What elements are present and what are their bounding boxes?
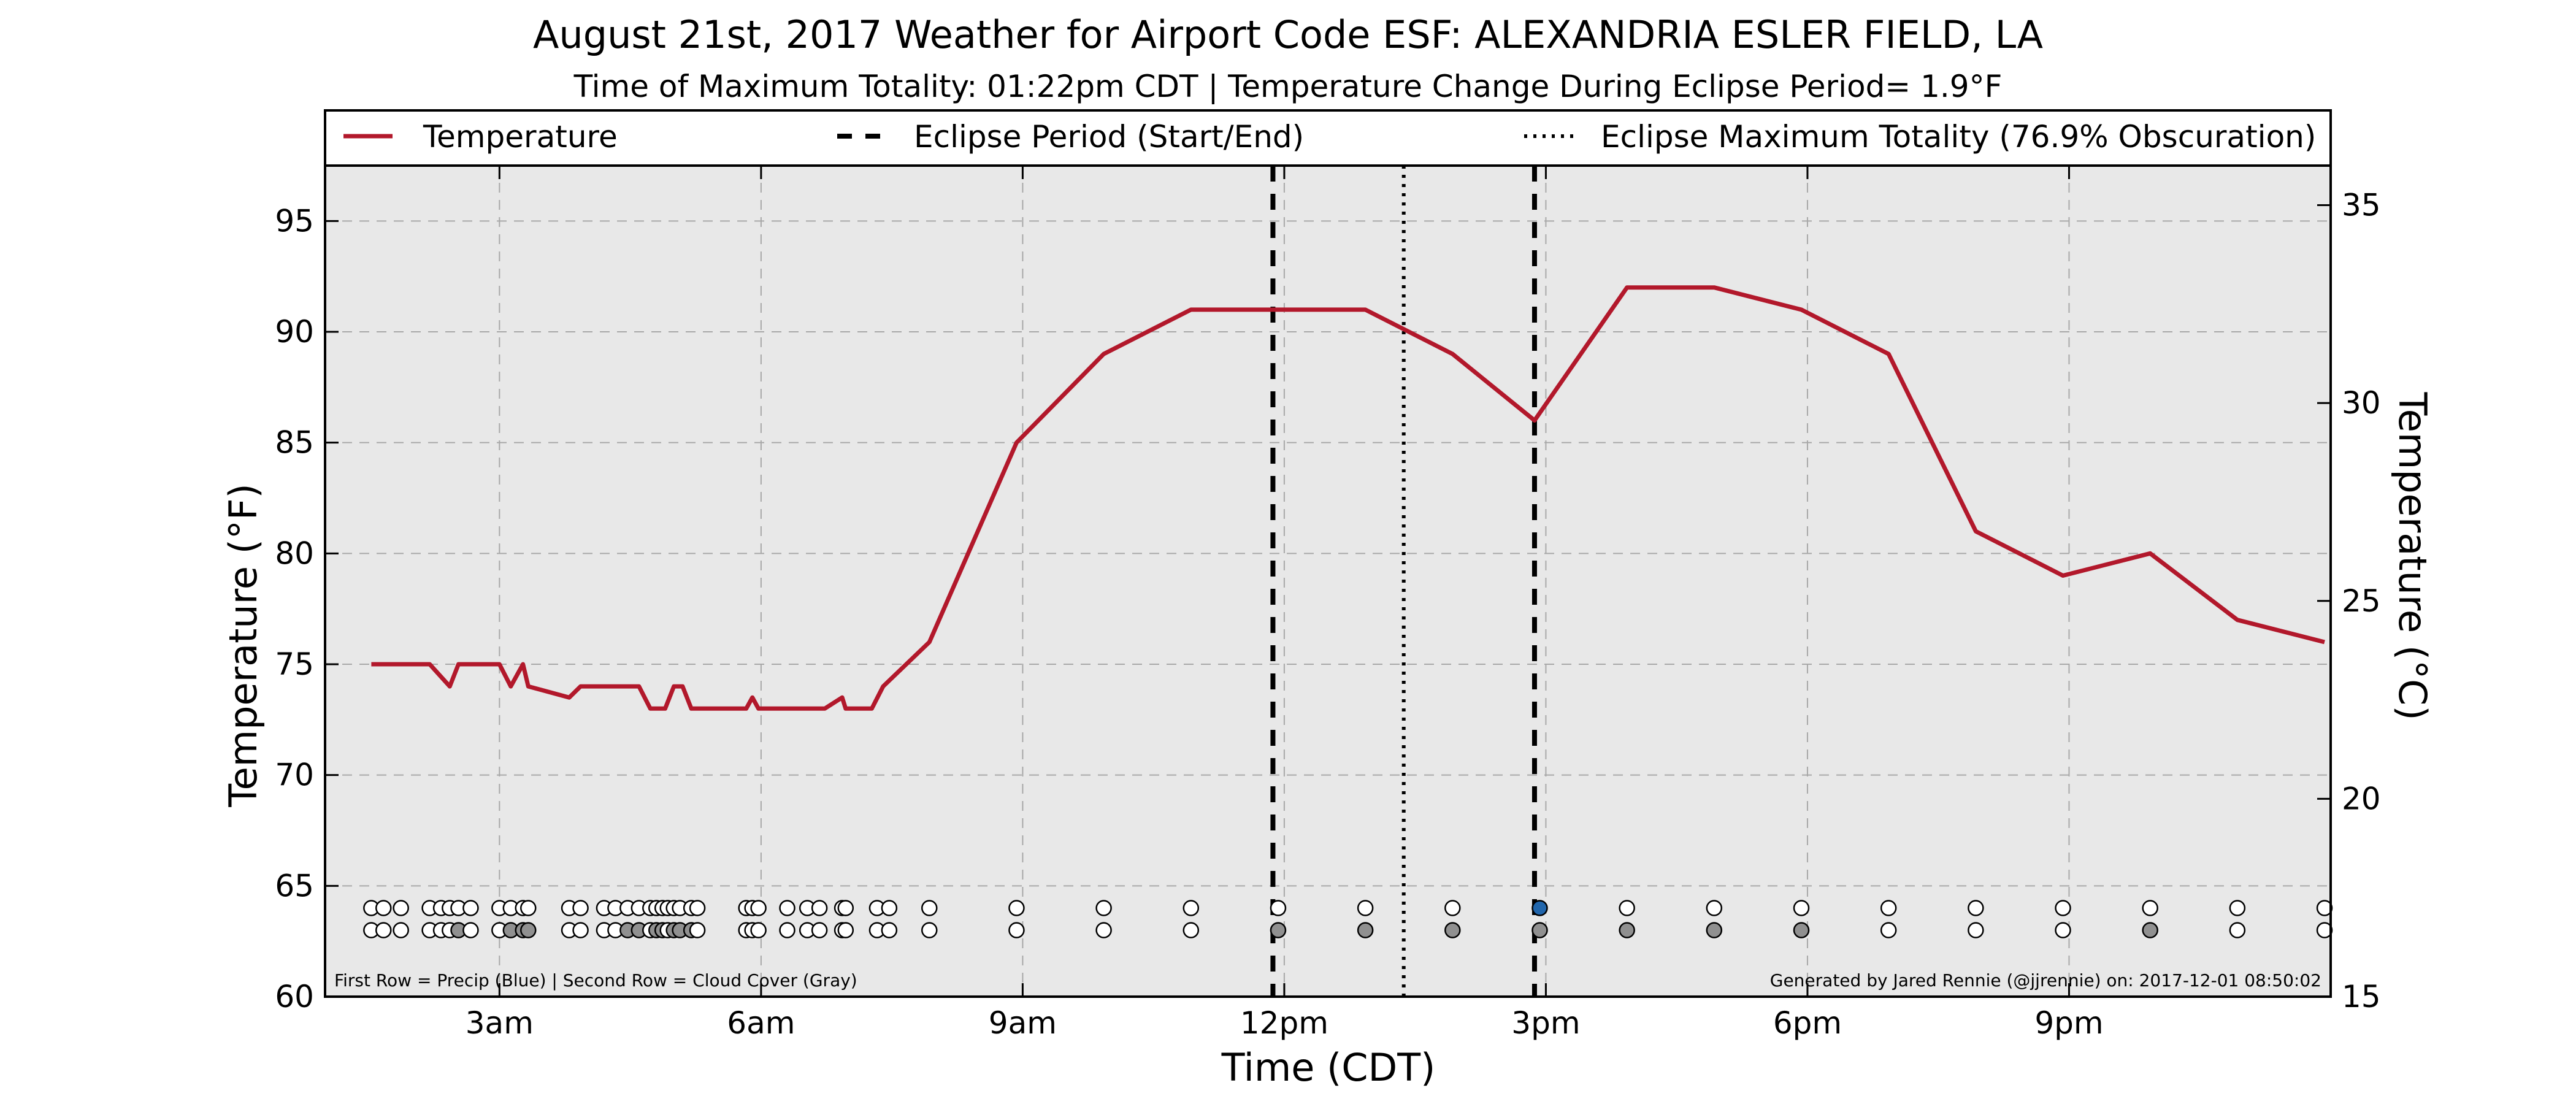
x-tick-label: 3am (466, 1005, 534, 1041)
precip-marker (1270, 900, 1287, 916)
legend-label-temperature: Temperature (423, 119, 618, 155)
precip-marker (375, 900, 392, 916)
observation-markers (363, 900, 2333, 938)
precip-marker (1008, 900, 1025, 916)
precip-marker (1619, 900, 1635, 916)
chart-subtitle: Time of Maximum Totality: 01:22pm CDT | … (573, 69, 2003, 104)
y-axis-left: 60 65 70 75 80 85 90 95 (275, 203, 339, 1014)
rows-note: First Row = Precip (Blue) | Second Row =… (334, 970, 857, 991)
y2-tick-label: 35 (2342, 188, 2381, 223)
precip-marker (572, 900, 589, 916)
cloud-cover-marker (1270, 922, 1287, 938)
eclipse-lines (1270, 166, 1537, 997)
precip-marker (750, 900, 767, 916)
cloud-cover-marker (1880, 922, 1897, 938)
y2-tick-label: 15 (2342, 979, 2381, 1014)
legend-label-eclipse-period: Eclipse Period (Start/End) (914, 119, 1304, 155)
cloud-cover-marker (881, 922, 898, 938)
temperature-series-line (371, 285, 2325, 711)
cloud-cover-marker (2055, 922, 2071, 938)
precip-marker (779, 900, 795, 916)
precip-marker (2316, 900, 2333, 916)
cloud-cover-marker (572, 922, 589, 938)
x-tick-label: 12pm (1240, 1005, 1328, 1041)
cloud-cover-marker (1793, 922, 1810, 938)
y-axis-label-left: Temperature (°F) (221, 483, 266, 807)
x-tick-label: 6am (727, 1005, 795, 1041)
precip-marker (689, 900, 706, 916)
cloud-cover-marker (1008, 922, 1025, 938)
x-tick-label: 9pm (2034, 1005, 2103, 1041)
y-tick-label: 60 (275, 979, 314, 1014)
cloud-cover-marker (1357, 922, 1374, 938)
x-axis: 3am 6am 9am 12pm 3pm 6pm 9pm (466, 166, 2104, 1041)
cloud-cover-marker (1706, 922, 1723, 938)
precip-marker (1706, 900, 1723, 916)
precip-marker (393, 900, 409, 916)
precip-marker (2229, 900, 2246, 916)
legend-label-eclipse-max: Eclipse Maximum Totality (76.9% Obscurat… (1601, 119, 2316, 155)
precip-marker (921, 900, 938, 916)
cloud-cover-marker (837, 922, 854, 938)
cloud-cover-marker (750, 922, 767, 938)
cloud-cover-marker (921, 922, 938, 938)
precip-marker (1357, 900, 1374, 916)
cloud-cover-marker (1095, 922, 1112, 938)
cloud-cover-marker (1531, 922, 1548, 938)
y2-tick-label: 25 (2342, 583, 2381, 619)
x-tick-label: 3pm (1511, 1005, 1580, 1041)
cloud-cover-marker (2316, 922, 2333, 938)
cloud-cover-marker (520, 922, 537, 938)
x-tick-label: 6pm (1773, 1005, 1842, 1041)
credit-note: Generated by Jared Rennie (@jjrennie) on… (1770, 970, 2321, 991)
plot-area (325, 166, 2331, 997)
precip-marker (520, 900, 537, 916)
precip-marker (1531, 900, 1548, 916)
precip-marker (1968, 900, 1984, 916)
y-axis-label-right: Temperature (°C) (2390, 391, 2435, 720)
cloud-cover-marker (1444, 922, 1461, 938)
precip-marker (2055, 900, 2071, 916)
y-tick-label: 95 (275, 203, 314, 239)
precip-marker (2142, 900, 2158, 916)
cloud-cover-marker (779, 922, 795, 938)
y-tick-label: 85 (275, 425, 314, 461)
precip-marker (881, 900, 898, 916)
precip-marker (1183, 900, 1200, 916)
cloud-cover-marker (375, 922, 392, 938)
y-tick-label: 70 (275, 757, 314, 793)
chart-title: August 21st, 2017 Weather for Airport Co… (533, 12, 2043, 57)
cloud-cover-marker (1183, 922, 1200, 938)
cloud-cover-marker (1619, 922, 1635, 938)
y-tick-label: 80 (275, 535, 314, 571)
precip-marker (1880, 900, 1897, 916)
cloud-cover-marker (2142, 922, 2158, 938)
cloud-cover-marker (393, 922, 409, 938)
precip-marker (462, 900, 479, 916)
cloud-cover-marker (1968, 922, 1984, 938)
y-axis-right: 15 20 25 30 35 (2317, 188, 2381, 1014)
precip-marker (1095, 900, 1112, 916)
x-tick-label: 9am (989, 1005, 1057, 1041)
y2-tick-label: 30 (2342, 385, 2381, 421)
cloud-cover-marker (462, 922, 479, 938)
precip-marker (1793, 900, 1810, 916)
y-tick-label: 65 (275, 868, 314, 903)
series-layer (371, 285, 2325, 711)
cloud-cover-marker (811, 922, 828, 938)
y2-tick-label: 20 (2342, 781, 2381, 816)
y-tick-label: 75 (275, 646, 314, 682)
cloud-cover-marker (2229, 922, 2246, 938)
grid-lines (325, 166, 2331, 997)
y-tick-label: 90 (275, 314, 314, 350)
legend: Temperature Eclipse Period (Start/End) E… (324, 109, 2332, 167)
legend-box (324, 109, 2332, 167)
precip-marker (811, 900, 828, 916)
precip-marker (837, 900, 854, 916)
cloud-cover-marker (689, 922, 706, 938)
x-axis-label: Time (CDT) (1221, 1045, 1436, 1090)
precip-marker (1444, 900, 1461, 916)
